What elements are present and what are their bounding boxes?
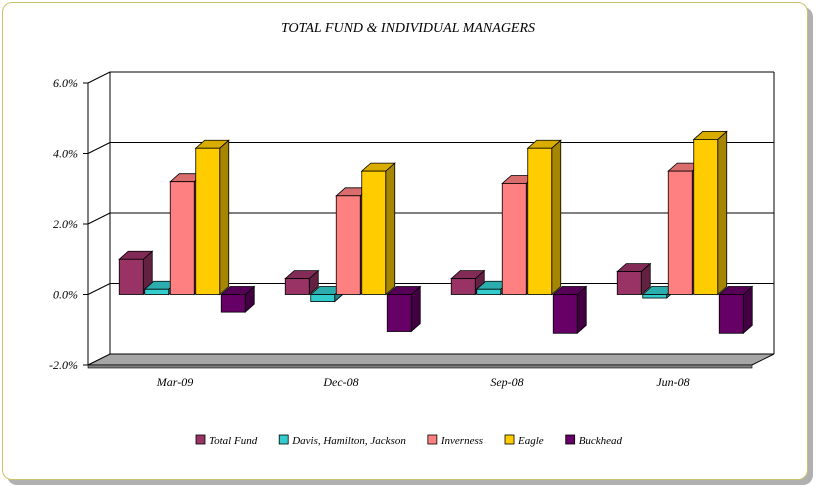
bar-buckhead-sep-08: [552, 285, 588, 335]
legend: Total Fund Davis, Hamilton, Jackson Invern…: [195, 434, 623, 447]
legend-swatch: [195, 434, 206, 445]
legend-item: Inverness: [427, 434, 483, 447]
y-tick-label: 2.0%: [53, 217, 78, 231]
chart-floor: [87, 353, 775, 369]
legend-label: Total Fund: [209, 435, 258, 447]
bar-front: [693, 138, 719, 295]
bar-front: [386, 294, 412, 332]
gridline-side: [87, 212, 111, 225]
x-tick-label: Jun-08: [656, 375, 689, 389]
bar-eagle-mar-09: [194, 139, 230, 296]
legend-label: Eagle: [517, 435, 544, 447]
bar-front: [450, 278, 476, 295]
floor-edge: [87, 364, 753, 369]
bar-front: [335, 195, 361, 295]
bar-front: [118, 258, 144, 295]
bar-front: [616, 271, 642, 295]
wall-top-side: [87, 71, 111, 84]
legend-label: Davis, Hamilton, Jackson: [291, 435, 406, 447]
bar-front: [144, 288, 170, 295]
bar-buckhead-mar-09: [220, 285, 256, 314]
legend-label: Buckhead: [579, 435, 623, 447]
bar-side: [385, 162, 396, 296]
bar-side: [551, 139, 562, 296]
legend-item: Buckhead: [565, 434, 623, 447]
y-tick-label: 4.0%: [53, 147, 78, 161]
gridline-side: [87, 283, 111, 295]
bar-front: [361, 170, 387, 295]
legend-item: Total Fund: [195, 434, 258, 447]
bar-front: [642, 294, 668, 299]
legend-swatch: [565, 434, 576, 445]
bar-buckhead-jun-08: [718, 285, 754, 335]
legend-swatch: [504, 434, 515, 445]
legend-label: Inverness: [440, 435, 483, 447]
x-tick-label: Mar-09: [156, 375, 193, 389]
chart-title: TOTAL FUND & INDIVIDUAL MANAGERS: [281, 21, 535, 36]
bar-front: [310, 294, 336, 302]
bars: [118, 130, 754, 335]
legend-swatch: [278, 434, 289, 445]
bar-front: [169, 181, 195, 295]
x-tick-label: Sep-08: [490, 375, 523, 389]
bar-front: [667, 170, 693, 295]
bar-front: [284, 278, 310, 295]
bar-eagle-jun-08: [692, 130, 728, 296]
bar-side: [219, 139, 230, 296]
y-tick-label: 0.0%: [53, 288, 78, 302]
bar-front: [718, 294, 744, 334]
bar-front: [527, 147, 553, 295]
gridline-side: [87, 142, 111, 154]
bar-total-fund-dec-08: [284, 269, 320, 296]
bar-front: [552, 294, 578, 334]
bar-front: [501, 183, 527, 295]
floor-top: [87, 353, 775, 366]
bar-total-fund-mar-09: [118, 250, 154, 296]
bar-eagle-sep-08: [526, 139, 562, 296]
tick-labels: 6.0% 4.0% 2.0% 0.0% -2.0% Mar-09 Dec-08 Sep-08 J…: [49, 76, 690, 389]
bar-total-fund-sep-08: [450, 269, 486, 296]
bar-total-fund-jun-08: [616, 262, 652, 296]
legend-item: Eagle: [504, 434, 544, 447]
bar-buckhead-dec-08: [386, 285, 422, 333]
legend-swatch: [427, 434, 438, 445]
bar-front: [195, 147, 221, 295]
bar-eagle-dec-08: [360, 162, 396, 296]
x-tick-label: Dec-08: [322, 375, 358, 389]
legend-item: Davis, Hamilton, Jackson: [278, 434, 406, 447]
y-tick-label: -2.0%: [49, 358, 78, 372]
bar-front: [476, 288, 502, 295]
bar-side: [717, 130, 728, 296]
bar-front: [220, 294, 246, 313]
y-tick-label: 6.0%: [53, 76, 78, 90]
